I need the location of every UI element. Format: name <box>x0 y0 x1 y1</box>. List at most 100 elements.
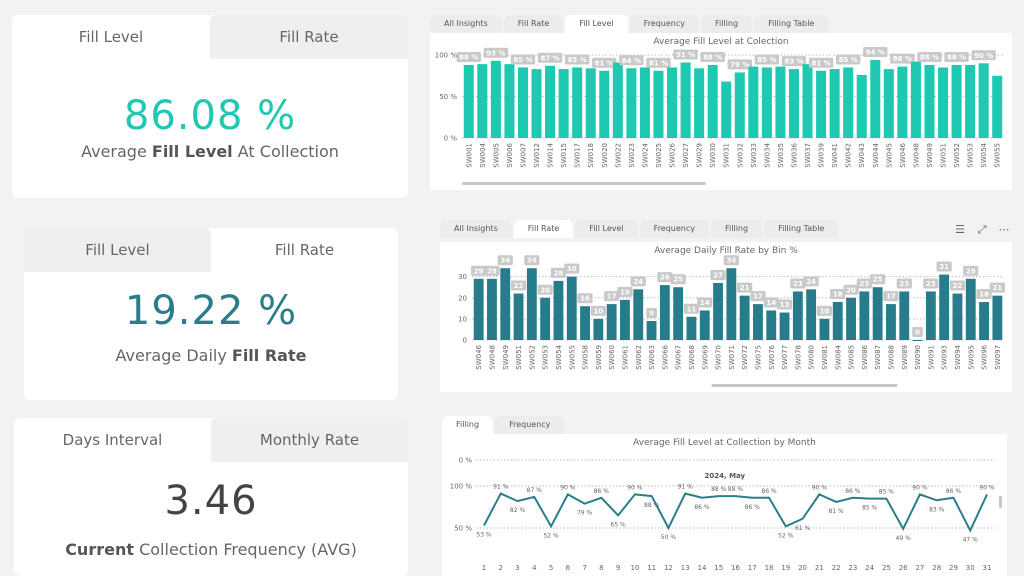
focus-mode-icon[interactable]: ⤢ <box>977 223 987 236</box>
horizontal-scrollbar[interactable] <box>711 384 898 387</box>
data-point[interactable] <box>884 497 888 501</box>
bar-sw051[interactable] <box>938 67 949 138</box>
bar-sw096[interactable] <box>979 302 989 340</box>
bar-sw025[interactable] <box>653 70 664 138</box>
tab-fill-level[interactable]: Fill Level <box>565 15 628 33</box>
bar-sw052[interactable] <box>951 64 962 138</box>
bar-sw044[interactable] <box>870 59 881 139</box>
data-point[interactable] <box>549 524 553 528</box>
tab-filling-table[interactable]: Filling Table <box>754 15 829 33</box>
data-point[interactable] <box>583 502 587 506</box>
tab-fill-rate[interactable]: Fill Rate <box>513 220 574 238</box>
tab-all-insights[interactable]: All Insights <box>430 15 502 33</box>
bar-sw018[interactable] <box>585 68 596 138</box>
bar-sw048[interactable] <box>487 278 497 340</box>
bar-sw072[interactable] <box>739 295 750 340</box>
bar-sw043[interactable] <box>856 74 867 138</box>
bar-sw061[interactable] <box>620 299 630 340</box>
tab-frequency[interactable]: Frequency <box>495 416 565 434</box>
bar-sw014[interactable] <box>545 65 556 138</box>
bar-sw034[interactable] <box>761 67 772 138</box>
bar-sw035[interactable] <box>775 66 786 138</box>
tab-all-insights[interactable]: All Insights <box>440 220 512 238</box>
more-options-icon[interactable]: ⋯ <box>998 223 1010 236</box>
bar-sw039[interactable] <box>816 70 827 138</box>
bar-sw037[interactable] <box>802 64 813 138</box>
data-point[interactable] <box>616 513 620 517</box>
series-line[interactable] <box>483 492 988 533</box>
data-point[interactable] <box>516 499 520 503</box>
bar-sw006[interactable] <box>504 64 515 138</box>
tab-fill-level[interactable]: Fill Level <box>24 228 211 272</box>
bar-sw007[interactable] <box>517 67 528 138</box>
bar-sw026[interactable] <box>667 67 678 138</box>
bar-sw076[interactable] <box>766 310 777 340</box>
bar-sw070[interactable] <box>713 283 723 340</box>
data-point[interactable] <box>767 496 771 500</box>
tab-fill-rate[interactable]: Fill Rate <box>210 15 408 59</box>
bar-sw069[interactable] <box>699 310 710 340</box>
tab-fill-level[interactable]: Fill Level <box>575 220 638 238</box>
bar-sw017[interactable] <box>572 67 583 138</box>
bar-sw049[interactable] <box>500 268 511 340</box>
bar-sw062[interactable] <box>633 289 644 340</box>
bar-sw030[interactable] <box>707 64 718 138</box>
tab-filling[interactable]: Filling <box>711 220 763 238</box>
bar-sw055[interactable] <box>566 276 577 340</box>
bar-sw020[interactable] <box>599 70 610 138</box>
horizontal-scrollbar[interactable] <box>462 182 706 185</box>
data-point[interactable] <box>868 497 872 501</box>
tab-fill-rate[interactable]: Fill Rate <box>211 228 398 272</box>
data-point[interactable] <box>650 494 654 498</box>
bar-sw063[interactable] <box>646 321 657 340</box>
bar-sw055[interactable] <box>992 75 1003 138</box>
data-point[interactable] <box>666 526 670 530</box>
bar-sw086[interactable] <box>859 291 870 340</box>
filter-icon[interactable]: ☰ <box>955 223 965 236</box>
bar-sw087[interactable] <box>872 287 883 340</box>
bar-sw023[interactable] <box>626 68 637 138</box>
bar-sw077[interactable] <box>779 312 790 340</box>
data-point[interactable] <box>935 498 939 502</box>
data-point[interactable] <box>633 492 637 496</box>
bar-sw075[interactable] <box>753 304 763 340</box>
tab-fill-rate[interactable]: Fill Rate <box>503 15 564 33</box>
bar-sw012[interactable] <box>531 69 542 138</box>
tab-filling[interactable]: Filling <box>701 15 753 33</box>
bar-sw097[interactable] <box>992 295 1003 340</box>
bar-sw093[interactable] <box>939 274 950 340</box>
data-point[interactable] <box>532 495 536 499</box>
data-point[interactable] <box>700 496 704 500</box>
bar-sw081[interactable] <box>819 318 830 340</box>
tab-fill-level[interactable]: Fill Level <box>12 15 210 59</box>
data-point[interactable] <box>482 523 486 527</box>
bar-sw046[interactable] <box>897 66 908 138</box>
bar-sw015[interactable] <box>558 69 569 138</box>
data-point[interactable] <box>951 496 955 500</box>
bar-sw054[interactable] <box>553 280 564 340</box>
tab-filling[interactable]: Filling <box>442 416 494 434</box>
bar-sw041[interactable] <box>829 69 840 138</box>
tab-frequency[interactable]: Frequency <box>639 220 709 238</box>
data-point[interactable] <box>968 529 972 533</box>
data-point[interactable] <box>834 500 838 504</box>
bar-sw071[interactable] <box>726 268 737 340</box>
data-point[interactable] <box>499 492 503 496</box>
data-point[interactable] <box>717 494 721 498</box>
bar-sw005[interactable] <box>490 60 501 138</box>
data-point[interactable] <box>918 492 922 496</box>
bar-sw004[interactable] <box>477 64 488 138</box>
bar-sw053[interactable] <box>965 64 976 138</box>
bar-sw033[interactable] <box>748 66 759 138</box>
bar-sw046[interactable] <box>473 278 484 340</box>
data-point[interactable] <box>683 492 687 496</box>
tab-monthly-rate[interactable]: Monthly Rate <box>211 418 408 462</box>
bar-sw059[interactable] <box>593 318 604 340</box>
bar-sw084[interactable] <box>832 302 843 340</box>
bar-sw027[interactable] <box>680 62 691 138</box>
data-point[interactable] <box>851 496 855 500</box>
bar-sw045[interactable] <box>883 69 894 138</box>
data-point[interactable] <box>784 524 788 528</box>
bar-sw091[interactable] <box>925 291 936 340</box>
bar-sw036[interactable] <box>788 69 799 138</box>
